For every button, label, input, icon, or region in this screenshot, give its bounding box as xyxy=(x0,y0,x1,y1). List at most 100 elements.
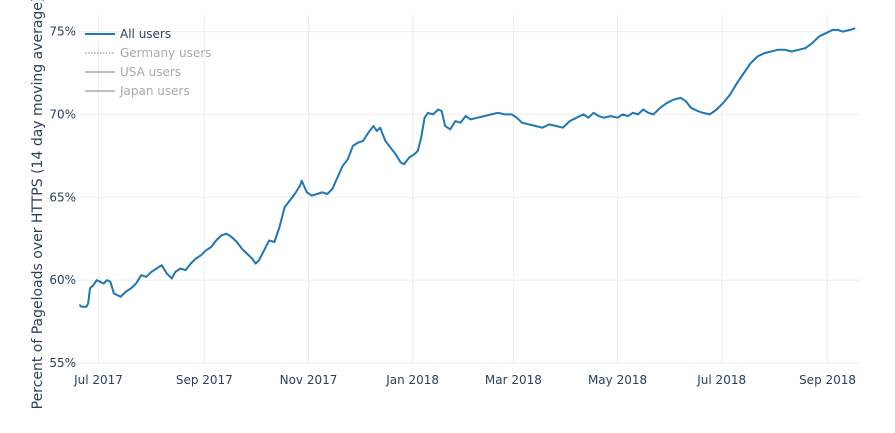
x-tick-label: Nov 2017 xyxy=(280,373,338,387)
data-point xyxy=(331,188,333,190)
data-point xyxy=(85,306,88,308)
data-point xyxy=(470,118,472,120)
data-point xyxy=(321,191,323,193)
data-point xyxy=(441,110,443,112)
data-point xyxy=(413,153,415,155)
data-point xyxy=(797,49,800,51)
data-point xyxy=(384,140,386,142)
data-point xyxy=(301,180,303,182)
data-point xyxy=(763,52,766,54)
data-point xyxy=(511,113,513,115)
grid-lines xyxy=(78,15,860,364)
data-point xyxy=(220,234,222,236)
x-axis-ticks: Jul 2017 Sep 2017 Nov 2017 Jan 2018 Mar 2018… xyxy=(73,373,856,387)
x-tick-label: Mar 2018 xyxy=(485,373,542,387)
data-point xyxy=(516,117,518,119)
data-point xyxy=(403,163,405,165)
legend-label: USA users xyxy=(120,65,181,79)
data-point xyxy=(161,264,163,266)
data-point xyxy=(294,193,296,195)
data-point xyxy=(680,97,682,99)
data-point xyxy=(109,281,111,283)
legend-label: Germany users xyxy=(120,46,211,60)
data-point xyxy=(236,241,238,243)
x-tick-label: May 2018 xyxy=(588,373,647,387)
legend-item-all-users[interactable]: All users xyxy=(85,27,171,41)
data-point xyxy=(736,82,738,84)
data-point xyxy=(722,102,725,104)
data-point xyxy=(179,267,181,270)
data-point xyxy=(241,248,243,250)
data-point xyxy=(437,108,439,111)
data-point xyxy=(311,195,313,197)
data-point xyxy=(818,35,820,38)
data-point xyxy=(195,258,197,260)
data-point xyxy=(99,281,101,283)
data-point xyxy=(210,246,212,248)
data-point xyxy=(376,130,378,132)
data-point xyxy=(326,193,328,195)
data-point xyxy=(576,117,578,119)
data-point xyxy=(96,279,98,281)
data-point xyxy=(582,113,585,115)
data-point xyxy=(541,127,544,129)
data-point xyxy=(155,267,158,270)
y-tick-label: 70% xyxy=(49,107,76,121)
data-point xyxy=(205,249,207,251)
data-point xyxy=(702,112,704,114)
series-layer xyxy=(78,27,856,308)
data-point xyxy=(215,239,217,241)
data-point xyxy=(82,306,84,308)
data-point xyxy=(225,233,228,235)
data-point xyxy=(444,125,446,127)
legend-item-germany-users[interactable]: Germany users xyxy=(85,46,211,60)
data-point xyxy=(150,271,152,273)
data-point xyxy=(258,259,260,261)
data-point xyxy=(79,304,81,306)
legend-item-usa-users[interactable]: USA users xyxy=(85,65,181,79)
data-point xyxy=(603,117,605,119)
data-point xyxy=(854,27,856,29)
data-point xyxy=(837,29,839,31)
data-point xyxy=(791,50,793,53)
data-point xyxy=(130,287,132,289)
data-point xyxy=(659,107,661,109)
data-point xyxy=(417,150,419,152)
data-point xyxy=(174,271,176,273)
data-point xyxy=(120,296,122,298)
data-point xyxy=(535,125,537,127)
x-tick-label: Sep 2017 xyxy=(176,373,233,387)
data-point xyxy=(432,113,434,115)
data-point xyxy=(424,117,426,119)
data-point xyxy=(569,120,571,122)
data-point xyxy=(395,153,397,155)
data-point xyxy=(171,277,173,280)
data-point xyxy=(697,110,699,112)
data-point xyxy=(362,140,364,142)
data-point xyxy=(690,107,692,109)
data-point xyxy=(743,72,745,74)
data-point xyxy=(427,112,429,114)
data-point xyxy=(316,193,318,195)
data-point xyxy=(347,158,349,160)
y-axis-title: Percent of Pageloads over HTTPS (14 day … xyxy=(30,0,46,409)
data-point xyxy=(729,93,731,96)
data-point xyxy=(483,115,485,117)
data-point xyxy=(135,282,137,285)
series-line-all-users[interactable] xyxy=(78,27,856,308)
data-point xyxy=(113,292,115,294)
legend: All users Germany users USA users Japan use… xyxy=(85,27,211,98)
data-point xyxy=(804,47,807,49)
data-point xyxy=(528,123,530,125)
data-point xyxy=(420,137,422,139)
data-point xyxy=(555,125,557,127)
data-point xyxy=(459,122,462,124)
data-point xyxy=(811,42,813,44)
data-point xyxy=(408,156,410,159)
y-tick-label: 65% xyxy=(49,190,76,204)
data-point xyxy=(673,98,675,101)
data-point xyxy=(289,200,291,202)
x-tick-label: Sep 2018 xyxy=(799,373,856,387)
legend-item-japan-users[interactable]: Japan users xyxy=(85,84,190,98)
